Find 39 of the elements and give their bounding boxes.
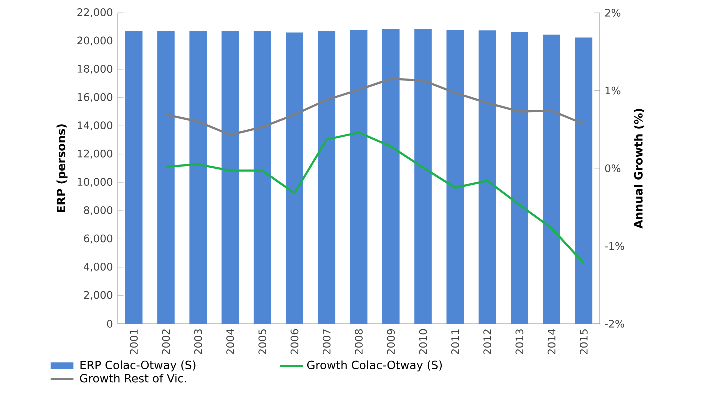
- y-tick-label: 14,000: [78, 122, 113, 131]
- x-tick-label: 2013: [516, 330, 524, 354]
- x-tick-label: 2001: [130, 330, 138, 354]
- line-series: [165, 78, 586, 136]
- legend-label: ERP Colac-Otway (S): [80, 360, 196, 372]
- x-tick-label: 2005: [258, 330, 267, 354]
- y-axis-title: ERP (persons): [56, 124, 68, 212]
- x-tick-label: 2011: [451, 330, 460, 354]
- x-tick-label: 2014: [548, 329, 556, 354]
- y-tick-label: 0: [107, 320, 113, 328]
- y-tick-label: 6,000: [84, 234, 113, 244]
- y-tick-label: 16,000: [78, 93, 113, 102]
- legend-label: Growth Rest of Vic.: [80, 374, 186, 383]
- y-tick-label: 12,000: [78, 150, 113, 159]
- y2-tick-label: -2%: [605, 320, 624, 328]
- y-tick-label: 20,000: [78, 36, 113, 46]
- legend-label: Growth Colac-Otway (S): [307, 360, 442, 372]
- y2-axis-title: Annual Growth (%): [634, 109, 644, 229]
- x-tick-label: 2003: [194, 330, 202, 354]
- x-tick-label: 2004: [226, 329, 234, 354]
- y-tick-label: 22,000: [78, 8, 113, 18]
- y-tick-label: 18,000: [78, 65, 113, 74]
- x-tick-label: 2009: [387, 329, 396, 354]
- x-tick-label: 2006: [290, 329, 299, 354]
- y-tick-label: 2,000: [84, 291, 113, 300]
- x-tick-label: 2007: [322, 330, 331, 354]
- y2-tick-label: -1%: [605, 242, 624, 250]
- x-tick-label: 2008: [355, 329, 363, 354]
- y-tick-label: 10,000: [78, 178, 113, 188]
- x-tick-label: 2012: [484, 330, 492, 354]
- y2-tick-label: 0%: [605, 164, 621, 172]
- y2-tick-label: 2%: [605, 9, 621, 17]
- y-tick-label: 4,000: [84, 262, 113, 272]
- y2-tick-label: 1%: [606, 86, 621, 95]
- x-tick-label: 2002: [162, 330, 170, 354]
- line-series: [165, 132, 586, 264]
- x-tick-label: 2010: [419, 329, 428, 354]
- y-tick-label: 8,000: [84, 206, 113, 216]
- x-tick-label: 2015: [580, 330, 588, 354]
